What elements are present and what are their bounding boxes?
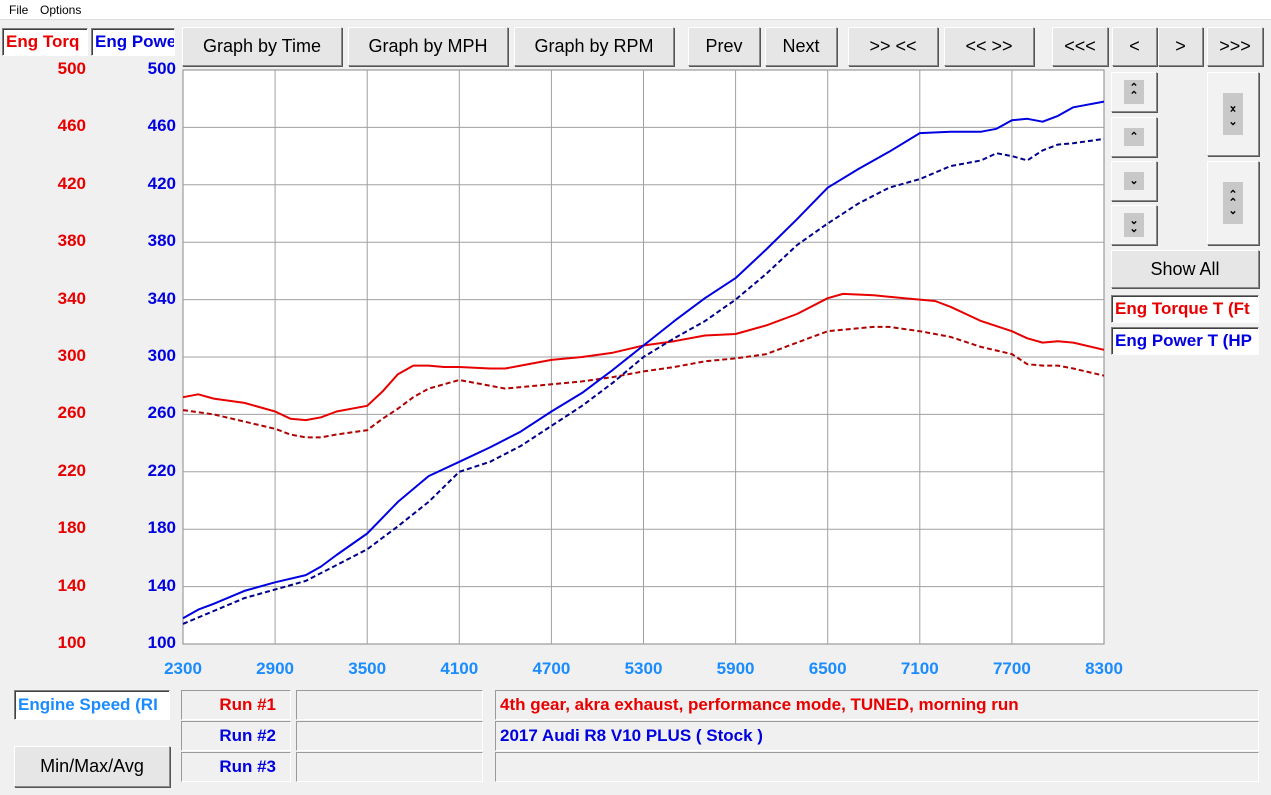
y-tick-power: 140 bbox=[147, 575, 176, 595]
y-tick-power: 220 bbox=[147, 460, 176, 480]
menu-file[interactable]: File bbox=[9, 3, 29, 17]
series-line-3 bbox=[182, 137, 1105, 625]
compress-vertical-button[interactable]: ⌃ ⌃ ⌄ bbox=[1207, 161, 1259, 245]
x-tick: 5900 bbox=[716, 659, 755, 678]
chevron-down-icon: ⌄ bbox=[1124, 172, 1144, 190]
prev-button[interactable]: Prev bbox=[688, 27, 760, 66]
run-1-label: Run #1 bbox=[181, 690, 291, 720]
run-2-description[interactable]: 2017 Audi R8 V10 PLUS ( Stock ) bbox=[495, 721, 1259, 751]
chevrons-expand-icon: ⌄ ⌃ ⌄ bbox=[1223, 93, 1243, 135]
scale-up-button[interactable]: ⌃ bbox=[1111, 117, 1157, 157]
scroll-first-button[interactable]: <<< bbox=[1052, 27, 1108, 66]
run-3-value bbox=[296, 752, 483, 782]
y-tick-torque: 380 bbox=[57, 231, 86, 251]
x-tick: 8300 bbox=[1085, 659, 1123, 678]
y-tick-power: 340 bbox=[147, 288, 176, 308]
x-tick: 5300 bbox=[624, 659, 663, 678]
chevron-up-icon: ⌃ bbox=[1124, 128, 1144, 146]
series-lines bbox=[182, 100, 1105, 625]
x-axis-channel-field[interactable]: Engine Speed (RI bbox=[14, 690, 170, 720]
run-3-description[interactable] bbox=[495, 752, 1259, 782]
zoom-out-button[interactable]: << >> bbox=[944, 27, 1034, 66]
graph-by-time-button[interactable]: Graph by Time bbox=[182, 27, 342, 66]
y-tick-torque: 140 bbox=[57, 575, 86, 595]
channel-power-field[interactable]: Eng Power T (HP bbox=[1111, 327, 1259, 355]
scale-up-fast-button[interactable]: ⌃ ⌃ bbox=[1111, 72, 1157, 112]
double-chevron-up-icon: ⌃ ⌃ bbox=[1124, 80, 1144, 104]
x-tick: 4100 bbox=[440, 659, 479, 678]
y-tick-torque: 220 bbox=[57, 460, 86, 480]
graph-by-rpm-button[interactable]: Graph by RPM bbox=[514, 27, 674, 66]
series-line-2 bbox=[182, 100, 1105, 620]
expand-vertical-button[interactable]: ⌄ ⌃ ⌄ bbox=[1207, 72, 1259, 156]
y-tick-torque: 420 bbox=[57, 173, 86, 193]
run-2-value bbox=[296, 721, 483, 751]
x-tick: 7100 bbox=[900, 659, 939, 678]
run-2-label: Run #2 bbox=[181, 721, 291, 751]
y-tick-torque: 300 bbox=[57, 346, 86, 365]
y-tick-torque: 500 bbox=[57, 59, 86, 78]
run-1-description[interactable]: 4th gear, akra exhaust, performance mode… bbox=[495, 690, 1259, 720]
y-tick-power: 100 bbox=[147, 633, 176, 652]
scale-down-button[interactable]: ⌄ bbox=[1111, 161, 1157, 201]
run-3-label: Run #3 bbox=[181, 752, 291, 782]
x-tick: 2300 bbox=[164, 659, 202, 678]
double-chevron-down-icon: ⌄ ⌄ bbox=[1124, 213, 1144, 237]
y-tick-power: 180 bbox=[147, 518, 176, 538]
chevrons-compress-icon: ⌃ ⌃ ⌄ bbox=[1223, 182, 1243, 224]
x-tick: 2900 bbox=[256, 659, 294, 678]
grid bbox=[183, 70, 1104, 644]
y-tick-torque: 460 bbox=[57, 116, 86, 136]
channel-torque-field[interactable]: Eng Torque T (Ft bbox=[1111, 295, 1259, 323]
scroll-right-button[interactable]: > bbox=[1158, 27, 1203, 66]
menu-options[interactable]: Options bbox=[40, 3, 82, 17]
legend-power[interactable]: Eng Powe bbox=[91, 28, 175, 56]
series-line-0 bbox=[182, 292, 1105, 422]
y-tick-power: 420 bbox=[147, 173, 176, 193]
min-max-avg-button[interactable]: Min/Max/Avg bbox=[14, 746, 170, 787]
legend-torque[interactable]: Eng Torq bbox=[2, 28, 88, 56]
y-tick-torque: 100 bbox=[57, 633, 86, 652]
next-button[interactable]: Next bbox=[765, 27, 837, 66]
y-tick-power: 300 bbox=[147, 346, 176, 365]
y-tick-power: 380 bbox=[147, 231, 176, 251]
y-tick-torque: 260 bbox=[57, 403, 86, 423]
scale-down-fast-button[interactable]: ⌄ ⌄ bbox=[1111, 205, 1157, 245]
zoom-in-button[interactable]: >> << bbox=[848, 27, 938, 66]
graph-by-mph-button[interactable]: Graph by MPH bbox=[348, 27, 508, 66]
scroll-left-button[interactable]: < bbox=[1112, 27, 1157, 66]
y-tick-power: 260 bbox=[147, 403, 176, 423]
x-tick: 6500 bbox=[808, 659, 847, 678]
y-tick-power: 460 bbox=[147, 116, 176, 136]
menu-bar: File Options bbox=[0, 0, 1271, 20]
y-tick-power: 500 bbox=[147, 59, 176, 78]
scroll-last-button[interactable]: >>> bbox=[1207, 27, 1263, 66]
y-tick-torque: 340 bbox=[57, 288, 86, 308]
show-all-button[interactable]: Show All bbox=[1111, 250, 1259, 288]
y-tick-torque: 180 bbox=[57, 518, 86, 538]
x-tick: 4700 bbox=[532, 659, 571, 678]
x-tick: 3500 bbox=[348, 659, 387, 678]
run-1-value bbox=[296, 690, 483, 720]
series-line-1 bbox=[182, 325, 1105, 439]
x-tick: 7700 bbox=[992, 659, 1031, 678]
